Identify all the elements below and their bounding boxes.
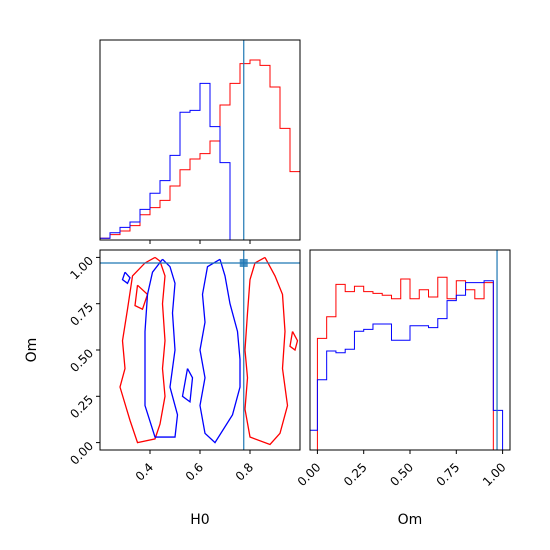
om-x-tick-label: 0.50 bbox=[387, 460, 416, 489]
contour-blue-1 bbox=[199, 258, 241, 444]
om-hist-blue-series bbox=[310, 280, 504, 450]
contour-blue-3 bbox=[121, 271, 131, 285]
h0-tick-label: 0.4 bbox=[133, 460, 156, 483]
h0-tick-label: 0.8 bbox=[233, 460, 256, 483]
h0-tick-label: 0.6 bbox=[183, 460, 206, 483]
om-y-tick-label: 0.50 bbox=[67, 346, 96, 375]
contour-red-1 bbox=[244, 256, 289, 446]
om-x-tick-label: 0.25 bbox=[341, 460, 370, 489]
contour-blue-2 bbox=[181, 368, 194, 404]
om-x-axis-label: Om bbox=[398, 512, 423, 528]
contour-red-0 bbox=[119, 256, 166, 444]
om-y-tick-label: 0.00 bbox=[67, 439, 96, 468]
om-hist-red-series bbox=[310, 276, 503, 450]
contour-red-2 bbox=[134, 284, 149, 311]
h0-axis-label: H0 bbox=[190, 512, 209, 528]
om-y-tick-label: 1.00 bbox=[67, 254, 96, 283]
contour-blue-0 bbox=[144, 258, 179, 438]
om-x-tick-label: 0.75 bbox=[434, 460, 463, 489]
om-y-axis-label: Om bbox=[24, 338, 40, 363]
om-y-tick-label: 0.25 bbox=[67, 393, 96, 422]
contour-red-3 bbox=[289, 331, 299, 352]
om-x-tick-label: 1.00 bbox=[480, 460, 509, 489]
om-y-tick-label: 0.75 bbox=[67, 300, 96, 329]
h0-hist-blue-series bbox=[100, 82, 300, 240]
om-x-tick-label: 0.00 bbox=[295, 460, 324, 489]
truth-marker bbox=[239, 258, 248, 267]
